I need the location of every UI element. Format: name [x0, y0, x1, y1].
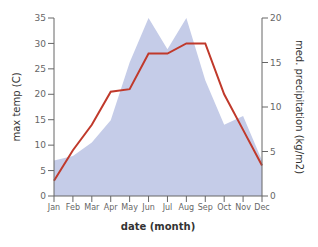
- svg-text:5: 5: [40, 166, 46, 176]
- svg-text:0: 0: [40, 191, 46, 201]
- svg-text:20: 20: [270, 13, 282, 23]
- svg-text:Jul: Jul: [162, 203, 173, 212]
- svg-text:10: 10: [35, 140, 47, 150]
- svg-text:Jan: Jan: [47, 203, 60, 212]
- svg-text:Sep: Sep: [198, 203, 213, 212]
- svg-text:35: 35: [35, 13, 46, 23]
- svg-text:0: 0: [270, 191, 276, 201]
- svg-text:Nov: Nov: [235, 203, 251, 212]
- svg-text:25: 25: [35, 64, 46, 74]
- svg-text:Mar: Mar: [84, 203, 100, 212]
- svg-text:Dec: Dec: [254, 203, 269, 212]
- svg-text:med. precipitation (kg/m2): med. precipitation (kg/m2): [294, 40, 305, 174]
- svg-text:Apr: Apr: [104, 203, 119, 212]
- svg-text:Aug: Aug: [179, 203, 195, 212]
- svg-text:Oct: Oct: [217, 203, 231, 212]
- svg-text:max temp (C): max temp (C): [11, 72, 22, 141]
- svg-text:date (month): date (month): [121, 221, 195, 232]
- svg-text:Jun: Jun: [141, 203, 155, 212]
- svg-text:30: 30: [35, 39, 47, 49]
- svg-text:15: 15: [35, 115, 46, 125]
- svg-text:15: 15: [270, 58, 281, 68]
- svg-text:20: 20: [35, 89, 47, 99]
- svg-text:May: May: [121, 203, 138, 212]
- svg-text:Feb: Feb: [66, 203, 80, 212]
- svg-text:10: 10: [270, 102, 282, 112]
- svg-text:5: 5: [270, 147, 276, 157]
